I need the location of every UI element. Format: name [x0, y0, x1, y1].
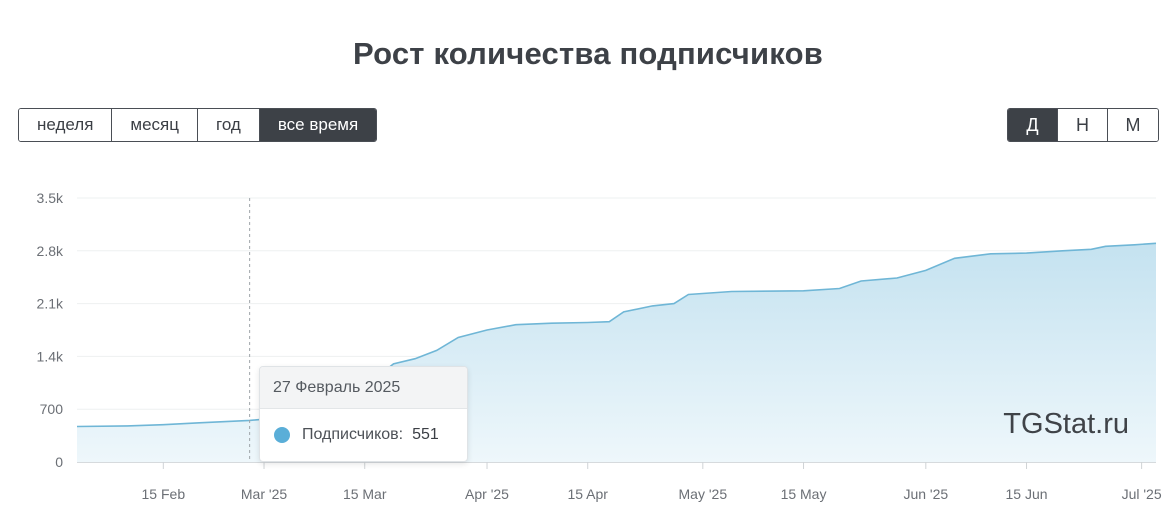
series-area: [76, 242, 1157, 462]
x-tick-label: 15 Apr: [567, 486, 608, 502]
tooltip-label: Подписчиков:: [302, 426, 404, 443]
x-tick-label: 15 Jun: [1005, 486, 1047, 502]
x-tick-label: May '25: [679, 486, 728, 502]
tooltip-date: 27 Февраль 2025: [260, 367, 467, 409]
aggregation-button-week[interactable]: Н: [1058, 109, 1108, 141]
y-tick-label: 3.5k: [37, 190, 64, 206]
x-tick-label: Jun '25: [903, 486, 948, 502]
y-tick-label: 1.4k: [37, 348, 64, 364]
x-tick-label: Jul '25: [1122, 486, 1162, 502]
x-tick-label: Apr '25: [465, 486, 509, 502]
aggregation-button-day[interactable]: Д: [1008, 109, 1058, 141]
aggregation-button-month[interactable]: М: [1108, 109, 1158, 141]
tooltip-body: Подписчиков: 551: [260, 409, 467, 461]
x-tick-label: 15 May: [781, 486, 827, 502]
series-area-fill: [77, 243, 1156, 462]
range-button-week[interactable]: неделя: [19, 109, 113, 141]
chart-title: Рост количества подписчиков: [353, 36, 823, 71]
x-tick-label: Mar '25: [241, 486, 287, 502]
range-button-year[interactable]: год: [198, 109, 260, 141]
range-button-month[interactable]: месяц: [112, 109, 198, 141]
range-button-all-time[interactable]: все время: [259, 109, 377, 141]
x-axis: 15 Feb Mar '25 15 Mar Apr '25 15 Apr May '25 1…: [77, 462, 1162, 502]
data-tooltip: 27 Февраль 2025 Подписчиков: 551: [259, 366, 468, 462]
y-tick-label: 0: [55, 454, 63, 470]
y-axis: 0 700 1.4k 2.1k 2.8k 3.5k: [37, 190, 64, 470]
x-tick-label: 15 Mar: [343, 486, 387, 502]
x-tick-label: 15 Feb: [142, 486, 186, 502]
aggregation-selector: Д Н М: [1007, 108, 1159, 142]
tooltip-value: 551: [412, 426, 439, 443]
y-tick-label: 2.8k: [37, 243, 64, 259]
y-tick-label: 700: [40, 401, 64, 417]
series-marker-icon: [274, 427, 290, 443]
y-tick-label: 2.1k: [37, 296, 64, 312]
period-range-selector: неделя месяц год все время: [18, 108, 378, 142]
watermark-text: TGStat.ru: [1003, 408, 1129, 440]
